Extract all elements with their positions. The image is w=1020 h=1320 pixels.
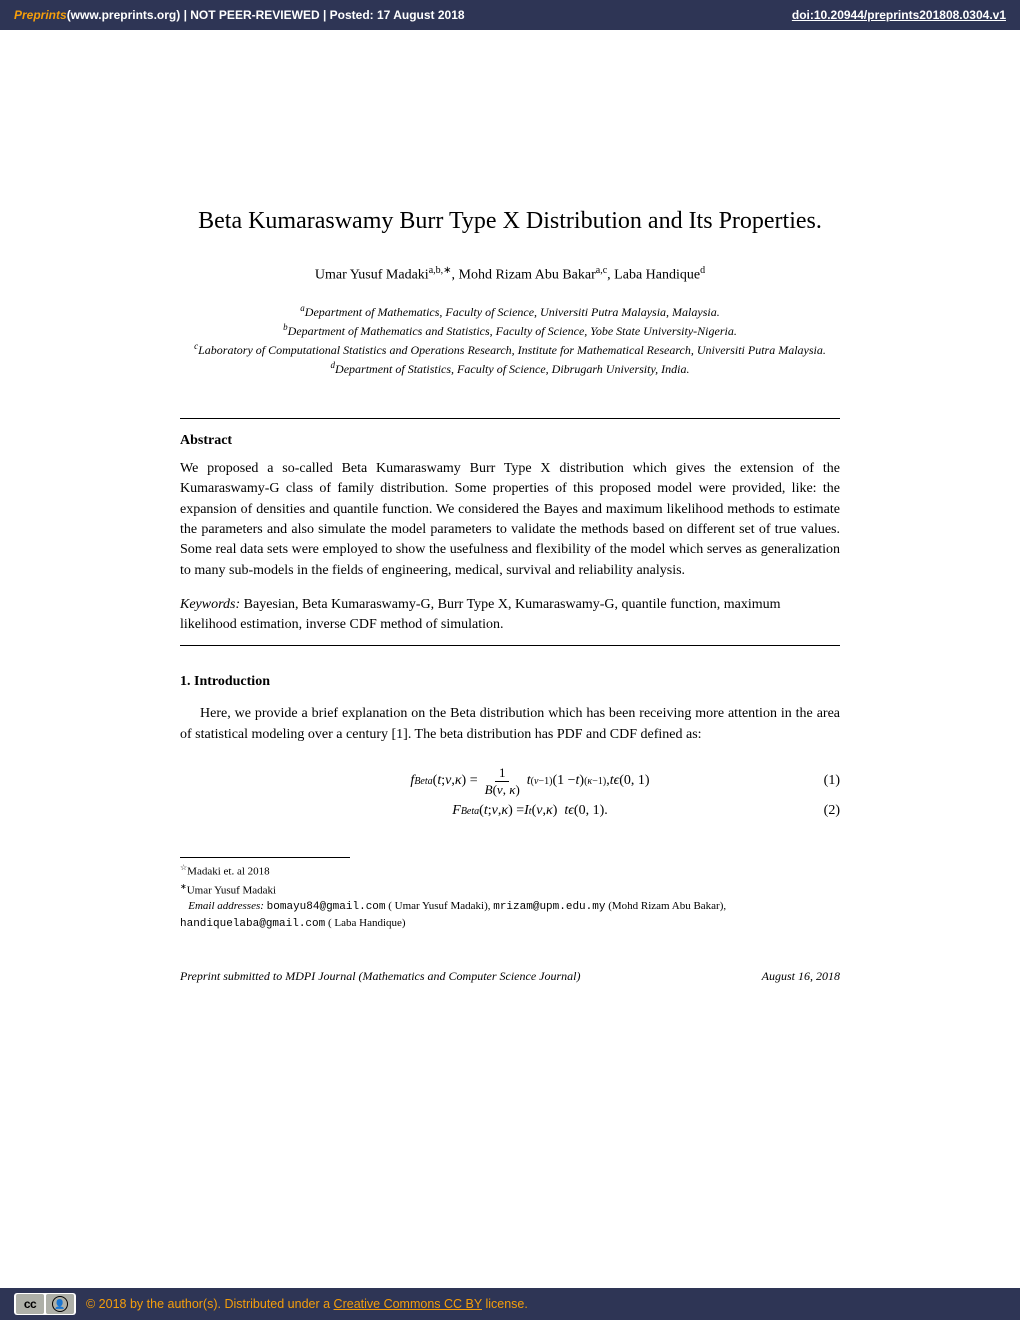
abstract-body: We proposed a so-called Beta Kumaraswamy… <box>180 459 840 581</box>
submission-journal: Preprint submitted to MDPI Journal (Math… <box>180 969 580 984</box>
keywords-list: Bayesian, Beta Kumaraswamy-G, Burr Type … <box>180 597 781 632</box>
doi-link[interactable]: doi:10.20944/preprints201808.0304.v1 <box>792 8 1006 22</box>
section-1-heading: 1. Introduction <box>180 674 840 690</box>
author-3: , Laba Handique <box>607 268 700 283</box>
author-2-affil-sup: a,c <box>596 265 607 276</box>
footnote-emails: Email addresses: bomayu84@gmail.com ( Um… <box>180 899 840 933</box>
author-1: Umar Yusuf Madaki <box>315 268 429 283</box>
license-footer-bar: cc 👤 © 2018 by the author(s). Distribute… <box>0 1288 1020 1320</box>
page-content: Beta Kumaraswamy Burr Type X Distributio… <box>0 30 1020 984</box>
intro-paragraph: Here, we provide a brief explanation on … <box>180 704 840 745</box>
equations-block: fBeta(t; ν, κ) = 1B(ν, κ) t(ν−1)(1 − t)(… <box>180 765 840 819</box>
cc-license-link[interactable]: Creative Commons CC BY <box>334 1297 482 1311</box>
footnote-corresponding: ∗Umar Yusuf Madaki <box>180 881 840 900</box>
footnote-star: ☆Madaki et. al 2018 <box>180 862 840 881</box>
preprint-submission-footer: Preprint submitted to MDPI Journal (Math… <box>180 969 840 984</box>
equation-1-number: (1) <box>800 773 840 789</box>
footnote-rule <box>180 857 350 858</box>
affiliations-block: aDepartment of Mathematics, Faculty of S… <box>180 302 840 378</box>
equation-1: fBeta(t; ν, κ) = 1B(ν, κ) t(ν−1)(1 − t)(… <box>180 765 840 797</box>
author-2: , Mohd Rizam Abu Bakar <box>452 268 596 283</box>
affiliation-a: aDepartment of Mathematics, Faculty of S… <box>180 302 840 321</box>
abstract-top-rule <box>180 418 840 419</box>
footnotes-block: ☆Madaki et. al 2018 ∗Umar Yusuf Madaki E… <box>180 862 840 933</box>
preprint-header-bar: Preprints (www.preprints.org) | NOT PEER… <box>0 0 1020 30</box>
affiliation-d: dDepartment of Statistics, Faculty of Sc… <box>180 359 840 378</box>
affiliation-c: cLaboratory of Computational Statistics … <box>180 340 840 359</box>
header-meta-text: (www.preprints.org) | NOT PEER-REVIEWED … <box>67 8 465 22</box>
paper-title: Beta Kumaraswamy Burr Type X Distributio… <box>180 205 840 237</box>
header-left: Preprints (www.preprints.org) | NOT PEER… <box>14 8 465 22</box>
authors-line: Umar Yusuf Madakia,b,∗, Mohd Rizam Abu B… <box>180 265 840 284</box>
keywords-block: Keywords: Bayesian, Beta Kumaraswamy-G, … <box>180 595 840 636</box>
abstract-heading: Abstract <box>180 433 840 449</box>
affiliation-b: bDepartment of Mathematics and Statistic… <box>180 321 840 340</box>
abstract-bottom-rule <box>180 645 840 646</box>
preprints-brand: Preprints <box>14 8 67 22</box>
cc-badge-icon: cc 👤 <box>14 1293 76 1315</box>
author-1-affil-sup: a,b,∗ <box>429 265 452 276</box>
license-text: © 2018 by the author(s). Distributed und… <box>86 1297 528 1311</box>
equation-2-number: (2) <box>800 803 840 819</box>
keywords-label: Keywords: <box>180 597 240 612</box>
author-3-affil-sup: d <box>700 265 705 276</box>
submission-date: August 16, 2018 <box>762 969 840 984</box>
equation-2: FBeta(t; ν, κ) = It(ν, κ) t ϵ(0, 1). (2) <box>180 803 840 819</box>
